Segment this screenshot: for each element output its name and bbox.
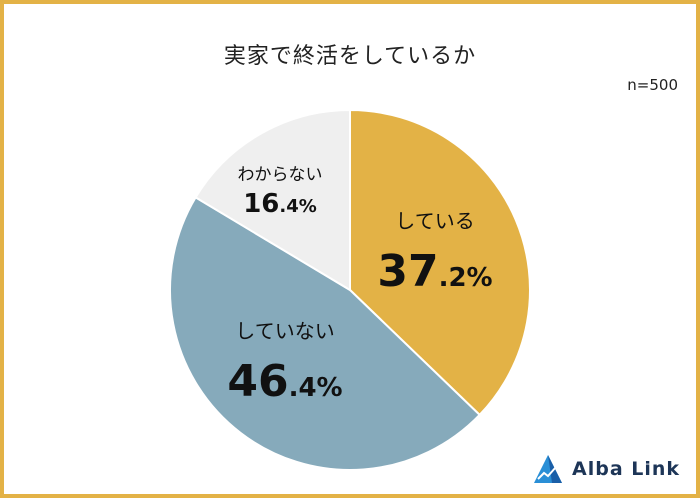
slice-label-doing: している 37.2%	[360, 205, 510, 297]
slice-value-doing: 37.2%	[377, 246, 493, 297]
sample-size-label: n=500	[627, 76, 678, 94]
pie-slice-doing	[349, 108, 531, 417]
pie-slice-not-doing	[169, 196, 482, 472]
slice-name-doing: している	[395, 209, 475, 233]
pie-slice-unknown	[194, 108, 351, 292]
slice-name-not-doing: していない	[235, 319, 335, 343]
alba-link-logo-text: Alba Link	[572, 458, 681, 480]
slice-name-unknown: わからない	[237, 165, 323, 185]
slice-value-not-doing: 46.4%	[227, 356, 343, 407]
alba-link-logo-icon	[534, 455, 562, 483]
slice-value-unknown: 16.4%	[243, 189, 317, 219]
alba-link-logo: Alba Link	[532, 452, 682, 486]
chart-title: 実家で終活をしているか	[223, 44, 477, 69]
slice-label-not-doing: していない 46.4%	[200, 315, 370, 407]
slice-label-unknown: わからない 16.4%	[220, 160, 340, 219]
